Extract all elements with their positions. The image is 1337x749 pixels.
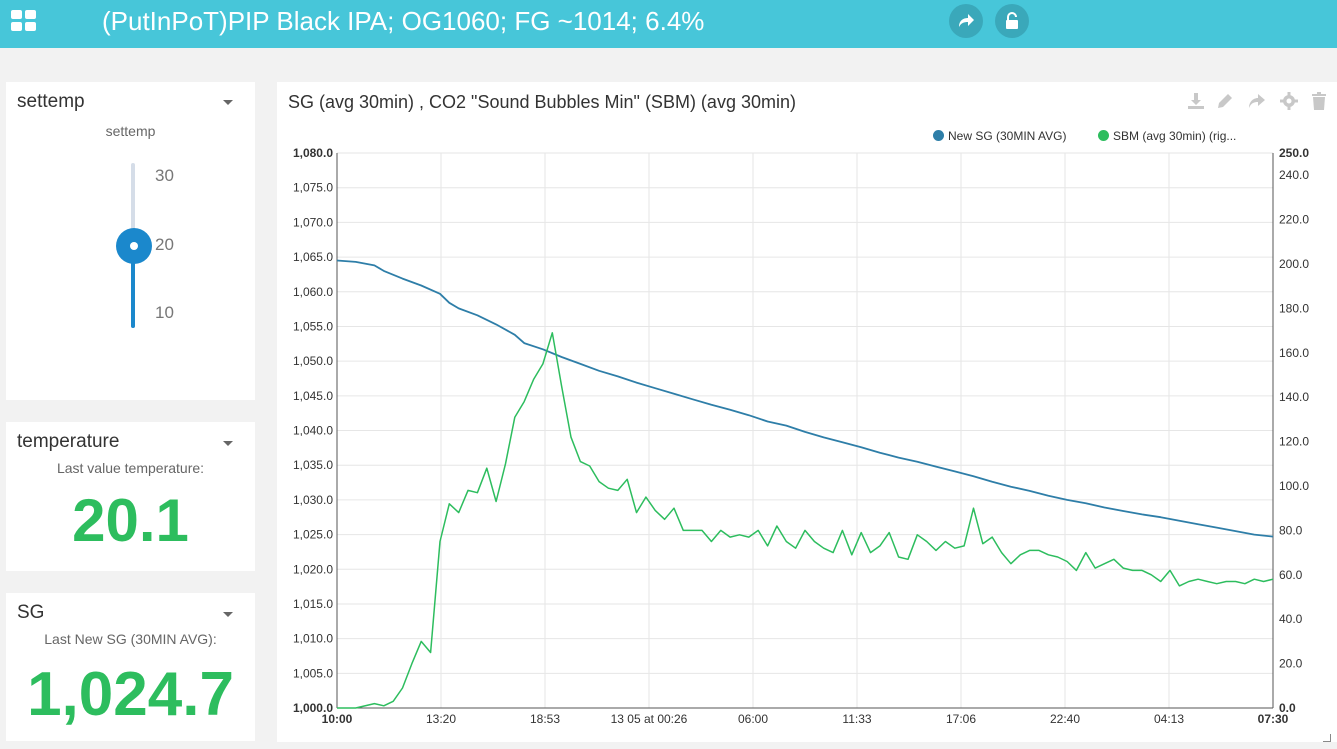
y-right-tick-label: 80.0 <box>1279 523 1303 537</box>
y-left-tick-label: 1,030.0 <box>293 493 333 507</box>
delete-icon[interactable] <box>1309 91 1329 111</box>
y-left-tick-label: 1,035.0 <box>293 458 333 472</box>
slider-thumb[interactable] <box>116 227 152 264</box>
chart-title: SG (avg 30min) , CO2 "Sound Bubbles Min"… <box>288 92 796 112</box>
y-left-tick-label: 1,075.0 <box>293 181 333 195</box>
y-left-tick-label: 1,080.0 <box>293 146 333 160</box>
widget-title: SG <box>17 602 45 623</box>
series-line-sbm <box>337 332 1274 709</box>
y-right-tick-label: 140.0 <box>1279 390 1309 404</box>
y-right-tick-label: 250.0 <box>1279 146 1309 160</box>
chevron-down-icon[interactable] <box>223 441 233 446</box>
widget-title: temperature <box>17 431 120 452</box>
widget-subtitle: settemp <box>105 123 156 139</box>
y-right-tick-label: 120.0 <box>1279 435 1309 449</box>
chevron-down-icon[interactable] <box>223 612 233 617</box>
resize-handle[interactable] <box>1323 734 1331 742</box>
sg-widget: SG Last New SG (30MIN AVG): 1,024.7 <box>6 593 255 741</box>
x-tick-label: 06:00 <box>738 712 768 726</box>
lock-icon <box>1006 12 1018 29</box>
y-left-tick-label: 1,055.0 <box>293 319 333 333</box>
download-icon[interactable] <box>1186 91 1206 111</box>
y-left-tick-label: 1,060.0 <box>293 285 333 299</box>
y-left-tick-label: 1,070.0 <box>293 215 333 229</box>
legend-marker <box>1098 130 1109 141</box>
y-left-tick-label: 1,065.0 <box>293 250 333 264</box>
y-right-tick-label: 160.0 <box>1279 346 1309 360</box>
widget-subtitle: Last New SG (30MIN AVG): <box>44 631 217 647</box>
legend-label: New SG (30MIN AVG) <box>948 129 1067 143</box>
legend-item[interactable]: New SG (30MIN AVG) <box>933 129 1066 143</box>
x-tick-label: 10:00 <box>322 712 353 726</box>
top-bar: (PutInPoT)PIP Black IPA; OG1060; FG ~101… <box>0 0 1337 48</box>
y-left-tick-label: 1,010.0 <box>293 632 333 646</box>
x-tick-label: 11:33 <box>842 712 871 726</box>
lock-button[interactable] <box>995 4 1029 38</box>
slider-tick-label: 20 <box>155 235 174 254</box>
grid-menu-icon[interactable] <box>11 10 37 32</box>
y-right-tick-label: 60.0 <box>1279 568 1303 582</box>
x-tick-label: 13 05 at 00:26 <box>611 712 688 726</box>
legend-item[interactable]: SBM (avg 30min) (rig... <box>1098 129 1236 143</box>
share-button[interactable] <box>949 4 983 38</box>
y-right-tick-label: 0.0 <box>1279 701 1296 715</box>
slider-fill <box>131 245 135 328</box>
share-icon[interactable] <box>1247 91 1267 111</box>
y-right-tick-label: 40.0 <box>1279 612 1303 626</box>
slider-tick-label: 10 <box>155 303 174 322</box>
y-left-tick-label: 1,050.0 <box>293 354 333 368</box>
y-left-tick-label: 1,000.0 <box>293 701 333 715</box>
y-left-tick-label: 1,005.0 <box>293 666 333 680</box>
edit-icon[interactable] <box>1215 91 1235 111</box>
y-left-tick-label: 1,045.0 <box>293 389 333 403</box>
y-right-tick-label: 100.0 <box>1279 479 1309 493</box>
legend-marker <box>933 130 944 141</box>
y-right-tick-label: 20.0 <box>1279 657 1303 671</box>
x-tick-label: 18:53 <box>530 712 560 726</box>
y-left-tick-label: 1,025.0 <box>293 528 333 542</box>
chevron-down-icon[interactable] <box>223 100 233 105</box>
y-left-tick-label: 1,040.0 <box>293 424 333 438</box>
x-tick-label: 04:13 <box>1154 712 1184 726</box>
temperature-value: 20.1 <box>72 487 189 554</box>
y-right-tick-label: 180.0 <box>1279 301 1309 315</box>
chart-widget: SG (avg 30min) , CO2 "Sound Bubbles Min"… <box>277 82 1337 742</box>
y-left-tick-label: 1,015.0 <box>293 597 333 611</box>
legend-label: SBM (avg 30min) (rig... <box>1113 129 1237 143</box>
share-icon <box>959 14 974 27</box>
x-tick-label: 13:20 <box>426 712 456 726</box>
dashboard-title: (PutInPoT)PIP Black IPA; OG1060; FG ~101… <box>102 6 705 36</box>
y-right-tick-label: 220.0 <box>1279 213 1309 227</box>
sg-value: 1,024.7 <box>27 660 234 729</box>
settings-icon[interactable] <box>1279 91 1299 111</box>
y-left-tick-label: 1,020.0 <box>293 562 333 576</box>
x-tick-label: 07:30 <box>1258 712 1289 726</box>
x-tick-label: 22:40 <box>1050 712 1080 726</box>
x-tick-label: 17:06 <box>946 712 976 726</box>
slider-tick-label: 30 <box>155 166 174 185</box>
series-line-new-sg <box>336 259 1274 538</box>
widget-title: settemp <box>17 91 85 112</box>
y-right-tick-label: 240.0 <box>1279 168 1309 182</box>
widget-subtitle: Last value temperature: <box>56 460 205 476</box>
temperature-widget: temperature Last value temperature: 20.1 <box>6 422 255 571</box>
y-right-tick-label: 200.0 <box>1279 257 1309 271</box>
